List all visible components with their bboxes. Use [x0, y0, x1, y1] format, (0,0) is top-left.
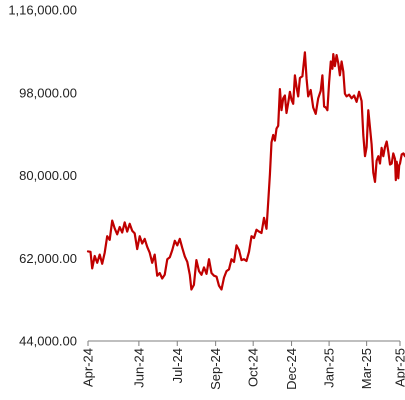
- x-tick-label: Sep-24: [208, 348, 223, 390]
- x-tick-label: Jan-25: [322, 348, 337, 388]
- x-tick-label: Oct-24: [246, 348, 261, 387]
- x-axis-ticks: Apr-24 Jun-24 Jul-24 Sep-24 Oct-24 Dec-24 Jan-…: [81, 341, 405, 390]
- y-tick-label: 80,000.00: [19, 168, 77, 183]
- y-tick-label: 1,16,000.00: [8, 3, 77, 18]
- y-tick-label: 44,000.00: [19, 334, 77, 349]
- y-tick-label: 98,000.00: [19, 85, 77, 100]
- series-line: [86, 51, 405, 291]
- series-group: [86, 51, 405, 291]
- x-tick-label: Apr-24: [81, 348, 96, 387]
- x-tick-label: Jul-24: [170, 348, 185, 383]
- x-tick-label: Apr-25: [393, 348, 405, 387]
- x-tick-label: Jun-24: [131, 348, 146, 388]
- y-tick-label: 62,000.00: [19, 251, 77, 266]
- x-tick-label: Mar-25: [359, 348, 374, 389]
- x-tick-label: Dec-24: [284, 348, 299, 390]
- y-axis-ticks: 44,000.00 62,000.00 80,000.00 98,000.00 1,16…: [8, 3, 77, 349]
